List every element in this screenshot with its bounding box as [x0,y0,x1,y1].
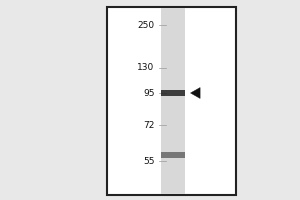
Bar [106,7,236,195]
Polygon shape [190,88,200,98]
Bar [160,152,184,158]
Text: 130: 130 [137,64,154,72]
Text: 250: 250 [137,21,154,29]
Text: 72: 72 [143,120,154,130]
Text: 95: 95 [143,88,154,98]
Bar [160,8,184,194]
Bar [160,90,184,96]
Text: 55: 55 [143,156,154,166]
